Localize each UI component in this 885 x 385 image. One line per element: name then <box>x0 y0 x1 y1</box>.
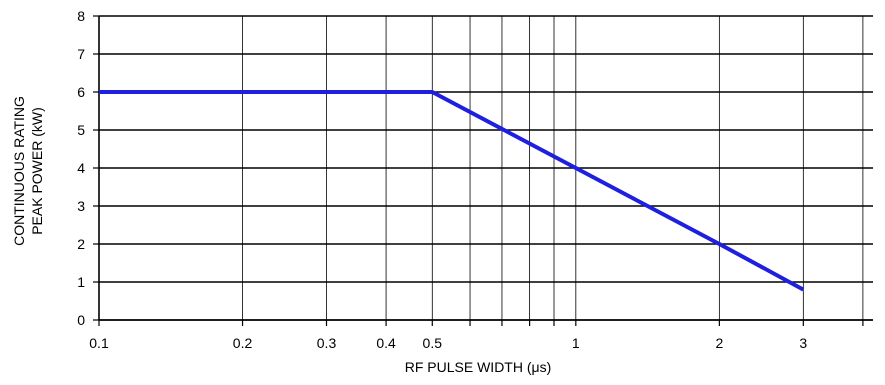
y-tick-label: 3 <box>77 198 85 214</box>
axis-layer: 0 1 2 3 4 5 6 7 8 0.1 0.2 0.3 0.4 0.5 1 2 3 <box>77 8 873 351</box>
y-tick-label: 4 <box>77 160 85 176</box>
x-tick-label: 2 <box>715 335 723 351</box>
y-tick-label: 8 <box>77 8 85 24</box>
series-layer <box>99 90 805 292</box>
x-tick-label: 0.2 <box>233 335 253 351</box>
x-tick-label: 0.4 <box>376 335 396 351</box>
y-tick-label: 6 <box>77 84 85 100</box>
y-tick-label: 7 <box>77 46 85 62</box>
x-axis-label: RF PULSE WIDTH (μs) <box>405 359 552 375</box>
y-tick-label: 2 <box>77 236 85 252</box>
x-tick-label: 0.5 <box>423 335 443 351</box>
y-axis-label-line2: PEAK POWER (kW) <box>29 107 45 235</box>
label-layer: RF PULSE WIDTH (μs) CONTINUOUS RATING PE… <box>11 96 551 375</box>
series-line <box>99 90 805 292</box>
x-tick-label: 1 <box>572 335 580 351</box>
y-tick-label: 0 <box>77 312 85 328</box>
y-tick-label: 5 <box>77 122 85 138</box>
grid-layer <box>98 15 873 321</box>
y-axis-label-line1: CONTINUOUS RATING <box>11 96 27 246</box>
y-tick-label: 1 <box>77 274 85 290</box>
x-tick-label: 0.1 <box>89 335 109 351</box>
x-tick-label: 3 <box>799 335 807 351</box>
x-tick-label: 0.3 <box>317 335 337 351</box>
